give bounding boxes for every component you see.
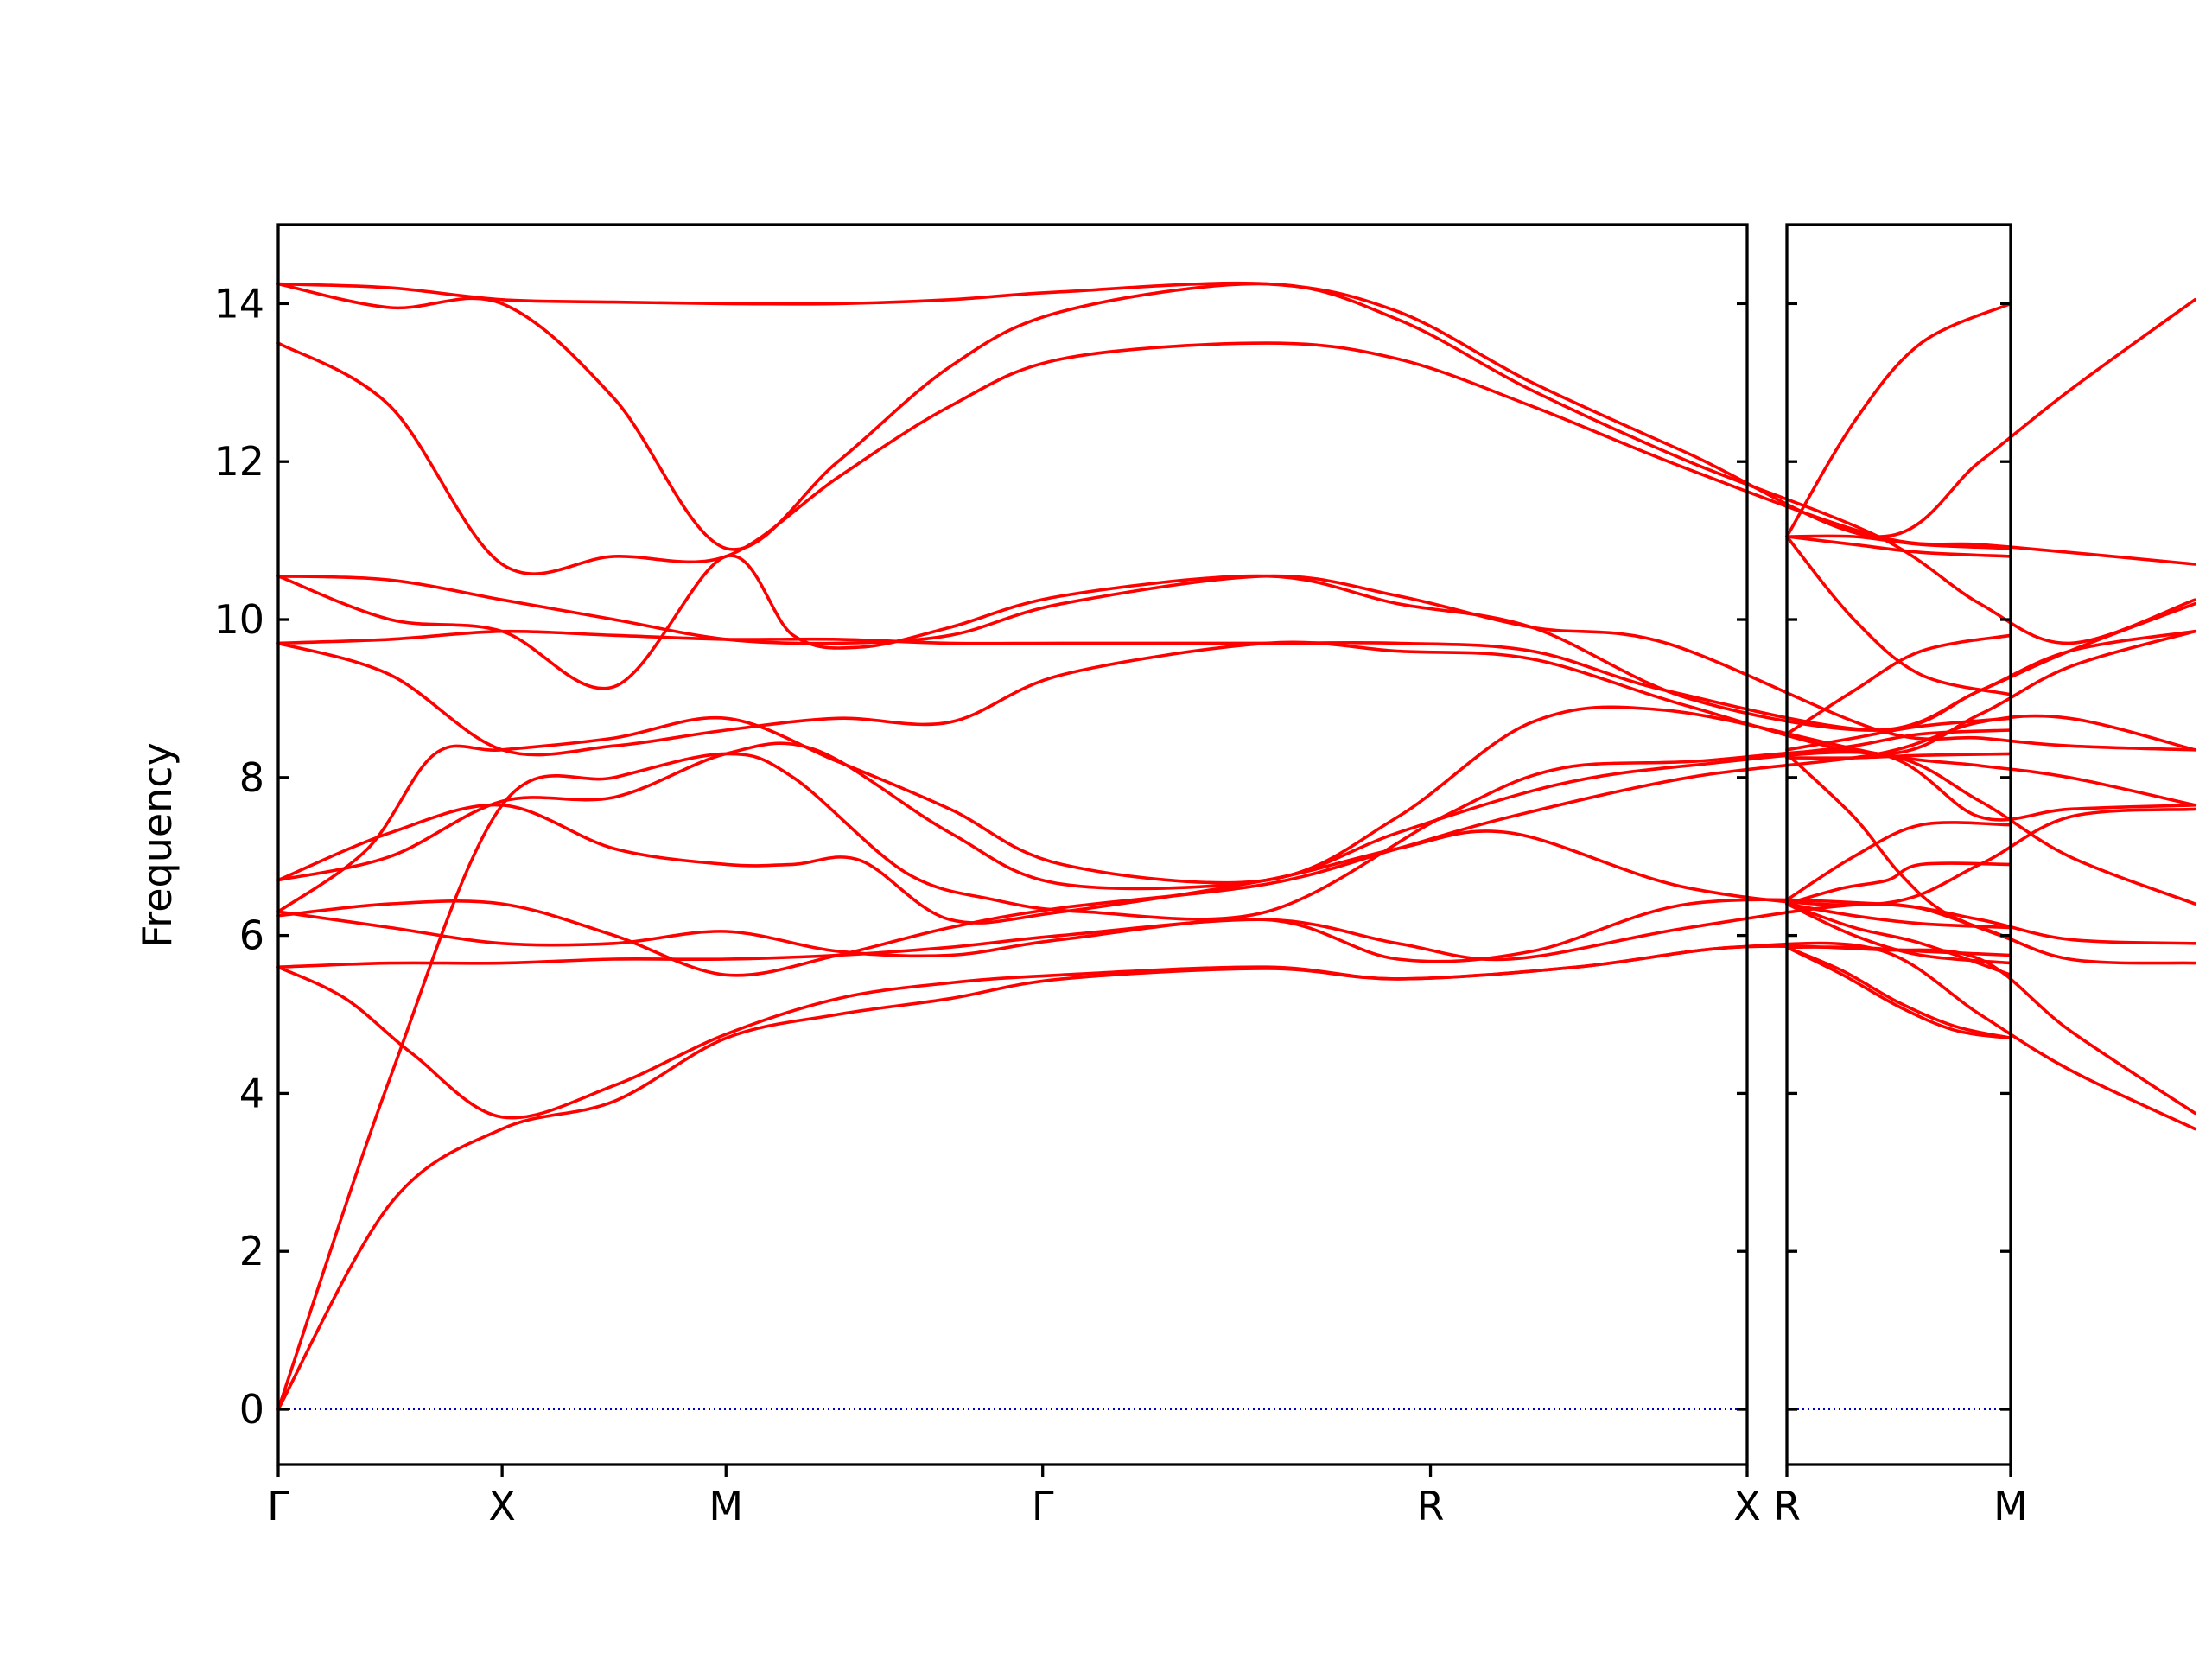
y-tick-label: 8 <box>239 754 264 801</box>
x-tick-label: X <box>1733 1483 1761 1529</box>
band-line-13 <box>1785 633 2012 736</box>
plot-frame <box>276 223 1749 1466</box>
band-line-11 <box>1785 728 2012 756</box>
band-line-16 <box>1785 535 2012 558</box>
x-tick-label: Γ <box>1032 1483 1054 1529</box>
band-line-7 <box>1785 861 2012 906</box>
band-line-13 <box>276 629 2197 732</box>
x-tick-label: X <box>488 1483 516 1529</box>
band-line-4 <box>276 902 2197 969</box>
band-line-15 <box>276 282 2197 645</box>
band-line-6 <box>276 898 2197 963</box>
x-tick-label: R <box>1417 1483 1445 1529</box>
y-tick-label: 2 <box>239 1228 264 1274</box>
band-line-14 <box>1785 535 2012 696</box>
x-tick-label: Γ <box>267 1483 289 1529</box>
y-tick-label: 6 <box>239 912 264 959</box>
band-line-2 <box>276 749 2197 1411</box>
band-line-17 <box>1785 302 2012 538</box>
band-line-8 <box>276 741 2197 906</box>
y-tick-label: 0 <box>239 1386 264 1433</box>
band-line-2 <box>1785 945 2012 1040</box>
band-line-14 <box>276 341 2197 575</box>
band-line-5 <box>1785 902 2012 977</box>
band-line-7 <box>276 803 2197 925</box>
y-tick-label: 12 <box>213 438 264 485</box>
band-line-5 <box>276 714 2197 977</box>
x-tick-label: M <box>709 1483 743 1529</box>
y-tick-label: 10 <box>213 596 264 643</box>
y-axis-label: Frequency <box>134 742 181 948</box>
band-line-1 <box>276 941 2197 1411</box>
band-line-12 <box>1785 716 2012 752</box>
band-line-3 <box>276 944 2197 1120</box>
band-line-16 <box>276 281 2197 538</box>
band-line-12 <box>276 574 2197 752</box>
band-line-8 <box>1785 821 2012 902</box>
plot-frame <box>1785 223 2012 1466</box>
y-tick-label: 14 <box>213 280 264 327</box>
band-line-10 <box>1785 752 2012 760</box>
band-line-9 <box>1785 752 2012 941</box>
band-line-1 <box>1785 945 2012 1040</box>
band-line-15 <box>1785 534 2012 550</box>
y-tick-label: 4 <box>239 1070 264 1116</box>
x-tick-label: M <box>1993 1483 2028 1529</box>
x-tick-label: R <box>1773 1483 1801 1529</box>
band-line-10 <box>276 629 2197 757</box>
